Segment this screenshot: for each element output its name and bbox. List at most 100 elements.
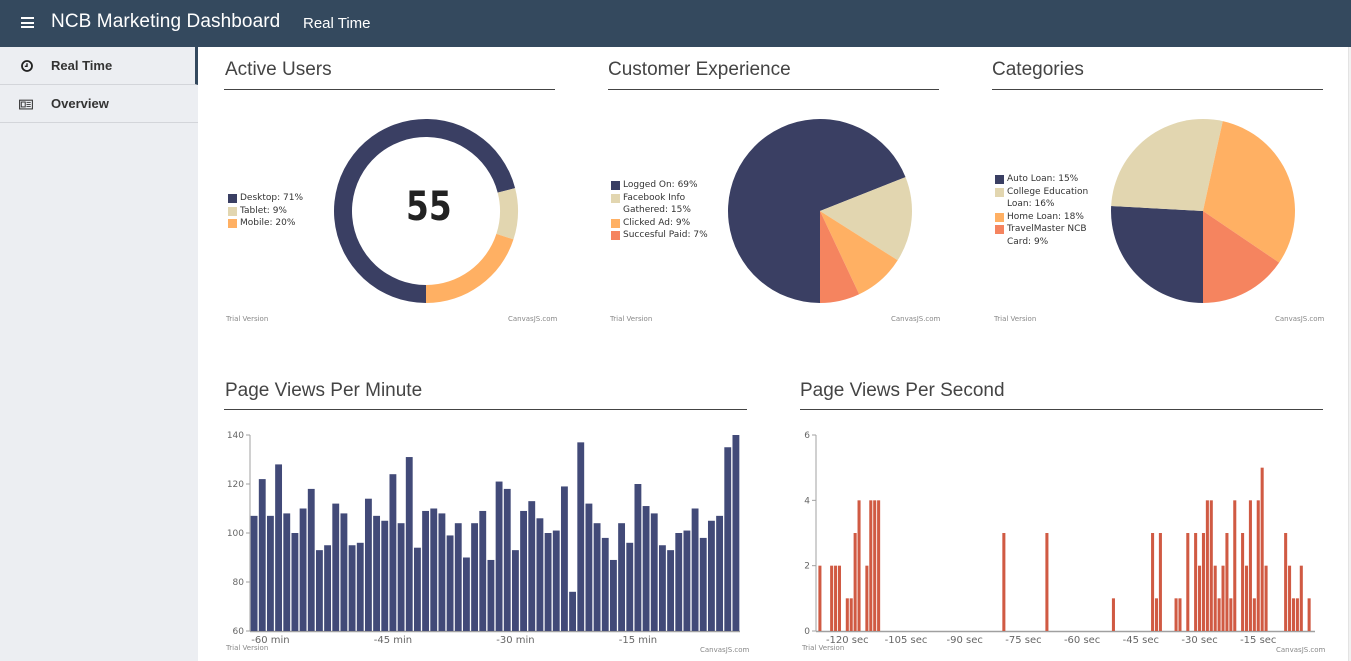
bar[interactable] (865, 565, 869, 631)
bar[interactable] (601, 537, 609, 631)
canvasjs-credit-link[interactable]: CanvasJS.com (891, 315, 941, 323)
bar[interactable] (364, 498, 372, 631)
bar[interactable] (1307, 598, 1311, 631)
bar[interactable] (873, 500, 877, 631)
bar[interactable] (1174, 598, 1178, 631)
bar[interactable] (1045, 533, 1049, 631)
bar[interactable] (1295, 598, 1299, 631)
bar[interactable] (869, 500, 873, 631)
pie-slice-logged-on[interactable] (727, 118, 906, 303)
bar[interactable] (593, 523, 601, 631)
bar[interactable] (1194, 533, 1198, 631)
bar[interactable] (1241, 533, 1245, 631)
bar[interactable] (1284, 533, 1288, 631)
bar[interactable] (258, 479, 266, 631)
bar[interactable] (1209, 500, 1213, 631)
bar[interactable] (299, 508, 307, 632)
scrollbar[interactable] (1348, 47, 1351, 661)
bar[interactable] (1264, 565, 1268, 631)
bar[interactable] (283, 513, 291, 631)
bar[interactable] (626, 542, 634, 631)
bar[interactable] (373, 515, 381, 631)
bar[interactable] (1260, 467, 1264, 631)
bar[interactable] (837, 565, 842, 631)
bar[interactable] (732, 435, 740, 631)
bar[interactable] (1221, 565, 1225, 631)
bar[interactable] (250, 515, 258, 631)
bar[interactable] (642, 506, 650, 631)
pie-slice-travelmaster-ncb-card[interactable] (1203, 211, 1280, 303)
bar[interactable] (853, 533, 857, 631)
bar[interactable] (1299, 565, 1303, 631)
bar[interactable] (857, 500, 861, 631)
pie-slice-facebook-info-gathered[interactable] (820, 177, 912, 261)
bar[interactable] (577, 442, 585, 631)
bar[interactable] (520, 510, 528, 631)
bar[interactable] (536, 518, 544, 631)
bar[interactable] (569, 591, 577, 631)
bar[interactable] (1198, 565, 1202, 631)
bar[interactable] (1151, 533, 1155, 631)
canvasjs-credit-link[interactable]: CanvasJS.com (1276, 646, 1326, 654)
bar[interactable] (1252, 598, 1256, 631)
bar[interactable] (1288, 565, 1292, 631)
bar[interactable] (609, 559, 617, 631)
bar[interactable] (834, 565, 838, 631)
bar[interactable] (462, 557, 470, 632)
bar[interactable] (471, 523, 479, 631)
bar[interactable] (1002, 533, 1006, 631)
sidebar-item-real-time[interactable]: Real Time (0, 47, 198, 85)
bar[interactable] (699, 537, 707, 631)
bar[interactable] (1205, 500, 1209, 631)
bar[interactable] (1186, 533, 1190, 631)
bar[interactable] (446, 535, 454, 631)
bar[interactable] (479, 510, 487, 631)
bar[interactable] (560, 486, 568, 631)
bar[interactable] (389, 474, 397, 631)
bar[interactable] (356, 542, 364, 631)
bar[interactable] (1291, 598, 1296, 631)
sidebar-item-overview[interactable]: Overview (0, 85, 198, 123)
bar[interactable] (845, 598, 849, 631)
bar[interactable] (552, 530, 560, 631)
bar[interactable] (422, 510, 430, 631)
bar[interactable] (438, 513, 446, 631)
bar[interactable] (503, 488, 511, 631)
bar[interactable] (1111, 598, 1115, 631)
bar[interactable] (675, 533, 683, 631)
bar[interactable] (1233, 500, 1237, 631)
bar[interactable] (1201, 533, 1205, 631)
pie-slice-tablet[interactable] (496, 188, 518, 240)
bar[interactable] (324, 545, 332, 631)
bar[interactable] (1178, 598, 1182, 631)
canvasjs-credit-link[interactable]: CanvasJS.com (700, 646, 750, 654)
pie-slice-auto-loan[interactable] (1111, 206, 1203, 303)
bar[interactable] (266, 515, 274, 631)
bar[interactable] (818, 565, 822, 631)
canvasjs-credit-link[interactable]: CanvasJS.com (1275, 315, 1325, 323)
bar[interactable] (487, 559, 495, 631)
bar[interactable] (1248, 500, 1252, 631)
hamburger-icon[interactable] (21, 17, 34, 29)
bar[interactable] (618, 523, 626, 631)
bar[interactable] (1244, 565, 1249, 631)
bar[interactable] (511, 550, 519, 631)
bar[interactable] (340, 513, 348, 631)
bar[interactable] (315, 550, 323, 631)
bar[interactable] (1154, 598, 1159, 631)
bar[interactable] (634, 484, 642, 631)
bar[interactable] (1229, 598, 1233, 631)
bar[interactable] (495, 481, 503, 631)
pie-slice-mobile[interactable] (426, 233, 514, 303)
bar[interactable] (716, 515, 724, 631)
bar[interactable] (348, 545, 356, 631)
bar[interactable] (454, 523, 462, 631)
pie-slice-clicked-ad[interactable] (820, 211, 898, 295)
bar[interactable] (849, 598, 853, 631)
pie-slice-succesful-paid[interactable] (820, 211, 860, 303)
bar[interactable] (877, 500, 881, 631)
bar[interactable] (430, 508, 438, 632)
bar[interactable] (1158, 533, 1162, 631)
bar[interactable] (291, 533, 299, 631)
pie-slice-home-loan[interactable] (1203, 121, 1295, 263)
